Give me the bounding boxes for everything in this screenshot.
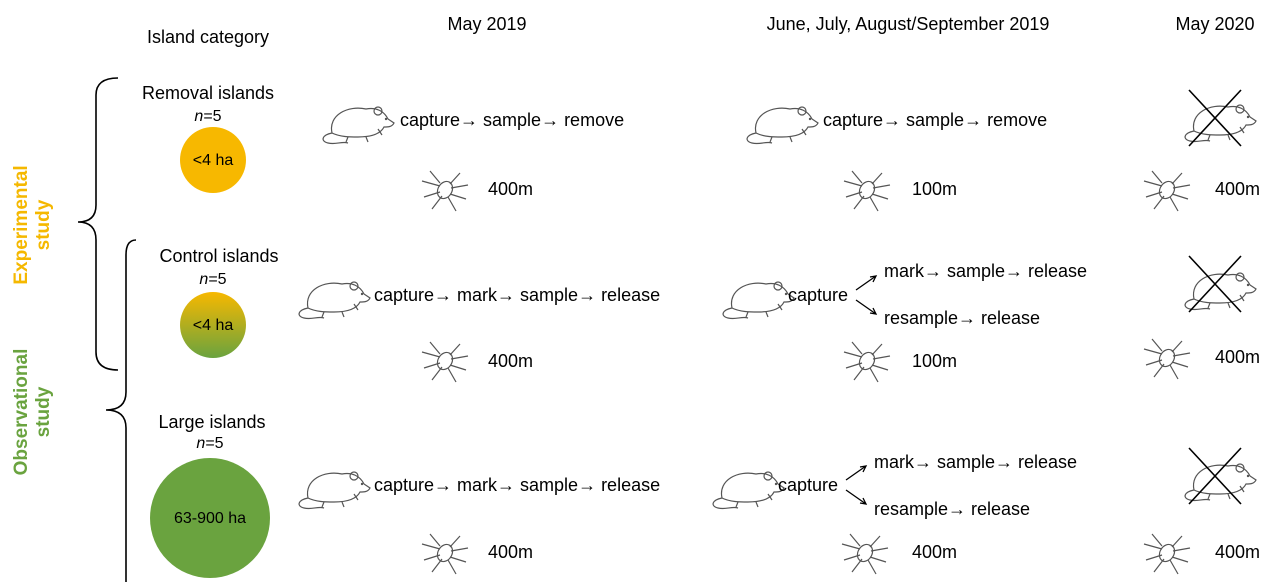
study-label: Observational (11, 349, 32, 476)
island-size: 63-900 ha (174, 510, 246, 527)
branch-procedure: resample→ release (874, 499, 1030, 519)
tick-icon (1143, 338, 1191, 380)
n-symbol: n (199, 271, 208, 288)
procedure: capture→ mark→ sample→ release (374, 285, 660, 305)
tick-distance: 100m (912, 179, 957, 199)
mouse-icon (298, 471, 371, 510)
sample-size: n=5 (196, 435, 223, 452)
branch-procedure: resample→ release (884, 308, 1040, 328)
mouse-icon (712, 471, 785, 510)
tick-icon (841, 533, 889, 575)
island-name: Large islands (158, 412, 265, 432)
procedure: capture (788, 285, 848, 305)
tick-distance: 400m (488, 351, 533, 371)
tick-icon (421, 533, 469, 575)
brace (105, 239, 137, 582)
mouse-icon (322, 106, 395, 145)
n-value: =5 (208, 271, 226, 288)
branch-procedure: mark→ sample→ release (884, 261, 1087, 281)
mouse-icon (722, 281, 795, 320)
island-size-circle (180, 127, 246, 193)
experimental-label: Experimental study (11, 165, 54, 284)
tick-icon (843, 170, 891, 212)
procedure: capture→ sample→ remove (400, 110, 624, 130)
branch-arrows (845, 465, 868, 505)
island-size: <4 ha (193, 317, 234, 334)
tick-icon (421, 170, 469, 212)
sample-size: n=5 (194, 108, 221, 125)
procedure: capture (778, 475, 838, 495)
island-size: <4 ha (193, 152, 234, 169)
n-symbol: n (196, 435, 205, 452)
tick-icon (843, 341, 891, 383)
tick-distance: 400m (1215, 347, 1260, 367)
tick-distance: 400m (1215, 542, 1260, 562)
brace (77, 77, 119, 371)
sample-size: n=5 (199, 271, 226, 288)
island-size-circle (180, 292, 246, 358)
header: Island category (147, 27, 269, 47)
tick-distance: 400m (488, 179, 533, 199)
study-label: study (33, 386, 54, 437)
n-symbol: n (194, 108, 203, 125)
mouse-icon (746, 106, 819, 145)
procedure: capture→ sample→ remove (823, 110, 1047, 130)
procedure: capture→ mark→ sample→ release (374, 475, 660, 495)
observational-label: Observational study (11, 349, 54, 476)
study-label: Experimental (11, 165, 32, 284)
tick-icon (1143, 170, 1191, 212)
tick-distance: 400m (1215, 179, 1260, 199)
island-name: Removal islands (142, 83, 274, 103)
tick-distance: 400m (488, 542, 533, 562)
study-label: study (33, 199, 54, 250)
mouse-icon (298, 281, 371, 320)
header: May 2020 (1175, 14, 1254, 34)
tick-icon (421, 341, 469, 383)
cross-mark (1188, 89, 1242, 147)
header: June, July, August/September 2019 (767, 14, 1050, 34)
tick-distance: 400m (912, 542, 957, 562)
branch-arrows (855, 275, 878, 315)
island-name: Control islands (159, 246, 278, 266)
branch-procedure: mark→ sample→ release (874, 452, 1077, 472)
tick-distance: 100m (912, 351, 957, 371)
island-size-circle (150, 458, 270, 578)
tick-icon (1143, 533, 1191, 575)
n-value: =5 (205, 435, 223, 452)
header: May 2019 (447, 14, 526, 34)
n-value: =5 (203, 108, 221, 125)
